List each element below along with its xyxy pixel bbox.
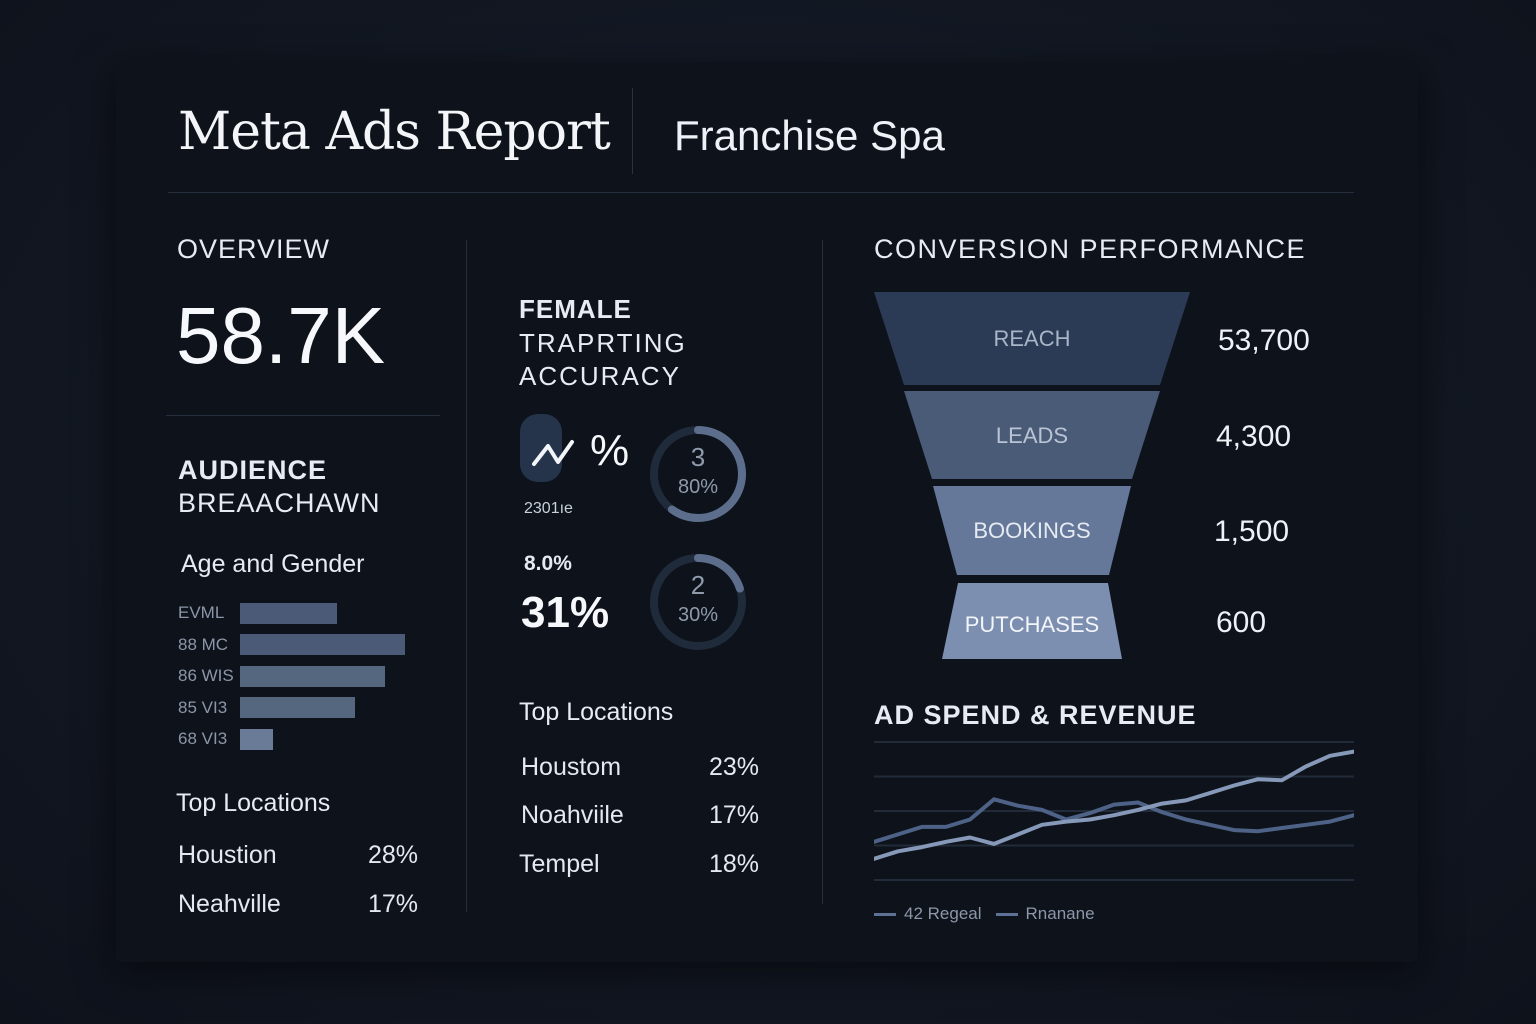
audience-heading-line2: BREAACHAWN bbox=[178, 488, 381, 518]
legend-swatch bbox=[995, 912, 1018, 916]
targeting-metric-2: 31% bbox=[521, 588, 610, 637]
funnel-value-reach: 53,700 bbox=[1218, 324, 1310, 357]
age-gender-bar-row: 68 VI3 bbox=[178, 728, 273, 750]
targeting-heading: FEMALE bbox=[519, 294, 632, 324]
location-value: 18% bbox=[708, 850, 759, 878]
targeting-ring-1 bbox=[650, 426, 746, 522]
bar-label: EVML bbox=[178, 603, 225, 622]
location-value: 17% bbox=[708, 801, 759, 829]
funnel-value-bookings: 1,500 bbox=[1214, 515, 1290, 548]
targeting-heading-line3: ACCURACY bbox=[519, 361, 681, 391]
top-locations-mid-heading: Top Locations bbox=[519, 698, 674, 726]
ad-spend-line-chart bbox=[874, 741, 1354, 881]
overview-value: 58.7K bbox=[176, 291, 386, 380]
age-gender-bar-row: 85 VI3 bbox=[178, 697, 355, 719]
chart-series-line-2 bbox=[874, 749, 1354, 861]
location-value: 17% bbox=[367, 890, 418, 918]
title-divider bbox=[632, 88, 633, 174]
legend-swatch bbox=[874, 912, 896, 916]
targeting-metric-1: % bbox=[590, 426, 630, 475]
metric-highlight-shape bbox=[520, 414, 562, 482]
bar-label: 85 VI3 bbox=[178, 697, 228, 717]
funnel-stage-bookings bbox=[933, 486, 1131, 575]
funnel-stage-reach bbox=[874, 292, 1190, 385]
age-gender-bar bbox=[240, 728, 273, 750]
location-name: Noahviile bbox=[521, 801, 624, 829]
funnel-stage-purchases bbox=[942, 583, 1122, 659]
targeting-heading-line2: TRAPRTING bbox=[519, 328, 687, 358]
ad-spend-heading: AD SPEND & REVENUE bbox=[874, 700, 1197, 730]
ring-2-bottom: 30% bbox=[677, 604, 719, 626]
funnel-value-leads: 4,300 bbox=[1216, 420, 1292, 453]
column-divider-right bbox=[822, 240, 823, 904]
audience-heading: AUDIENCE bbox=[178, 455, 328, 485]
report-title: Meta Ads Report bbox=[178, 102, 611, 162]
targeting-metric-1-sub: 2301ıe bbox=[524, 500, 573, 517]
overview-label: OVERVIEW bbox=[177, 234, 331, 264]
funnel-label: PUTCHASES bbox=[965, 612, 1099, 637]
funnel-label: BOOKINGS bbox=[973, 518, 1090, 543]
age-gender-bar bbox=[240, 697, 355, 718]
location-value: 28% bbox=[367, 841, 418, 869]
age-gender-bar bbox=[240, 634, 405, 655]
age-gender-heading: Age and Gender bbox=[181, 550, 365, 578]
targeting-metric-2-small: 8.0% bbox=[524, 552, 572, 575]
funnel-stage-leads bbox=[904, 391, 1160, 479]
funnel-value-purchases: 600 bbox=[1216, 606, 1267, 639]
legend-label: 42 Regeal bbox=[904, 904, 982, 923]
location-name: Houstom bbox=[521, 753, 622, 781]
bar-label: 68 VI3 bbox=[178, 729, 228, 748]
report-subtitle: Franchise Spa bbox=[674, 112, 945, 159]
report-card: Meta Ads Report Franchise Spa OVERVIEW 5… bbox=[116, 62, 1418, 962]
ring-2-top: 2 bbox=[690, 570, 706, 600]
legend-item: Rnanane bbox=[995, 904, 1095, 924]
header-divider bbox=[168, 192, 1354, 193]
overview-divider bbox=[166, 415, 440, 416]
age-gender-bar bbox=[240, 665, 385, 687]
legend-label: Rnanane bbox=[1025, 904, 1095, 923]
legend-item: 42 Regeal bbox=[874, 904, 982, 924]
location-name: Neahville bbox=[178, 890, 281, 918]
chart-legend: 42 Regeal Rnanane bbox=[874, 904, 1095, 924]
targeting-ring-2 bbox=[650, 554, 746, 650]
age-gender-bar-row: 86 WIS bbox=[178, 665, 385, 687]
chart-series-line-1 bbox=[874, 797, 1354, 844]
location-name: Houstion bbox=[178, 841, 277, 869]
age-gender-bar-row: 88 MC bbox=[178, 634, 405, 656]
top-locations-left-heading: Top Locations bbox=[176, 789, 331, 817]
location-name: Tempel bbox=[519, 850, 600, 878]
age-gender-bar-row: EVML bbox=[178, 602, 337, 624]
age-gender-bar bbox=[240, 602, 337, 624]
trend-zigzag-icon bbox=[532, 440, 574, 466]
location-value: 23% bbox=[708, 753, 759, 781]
bar-label: 88 MC bbox=[178, 634, 229, 654]
funnel-label: LEADS bbox=[996, 423, 1068, 448]
ring-1-top: 3 bbox=[690, 442, 706, 472]
column-divider-left bbox=[466, 240, 467, 912]
ring-1-bottom: 80% bbox=[677, 476, 719, 498]
conversion-heading: CONVERSION PERFORMANCE bbox=[874, 234, 1307, 264]
conversion-funnel: REACH LEADS BOOKINGS PUTCHASES bbox=[874, 292, 1190, 659]
funnel-label: REACH bbox=[993, 326, 1070, 351]
bar-label: 86 WIS bbox=[178, 666, 234, 685]
